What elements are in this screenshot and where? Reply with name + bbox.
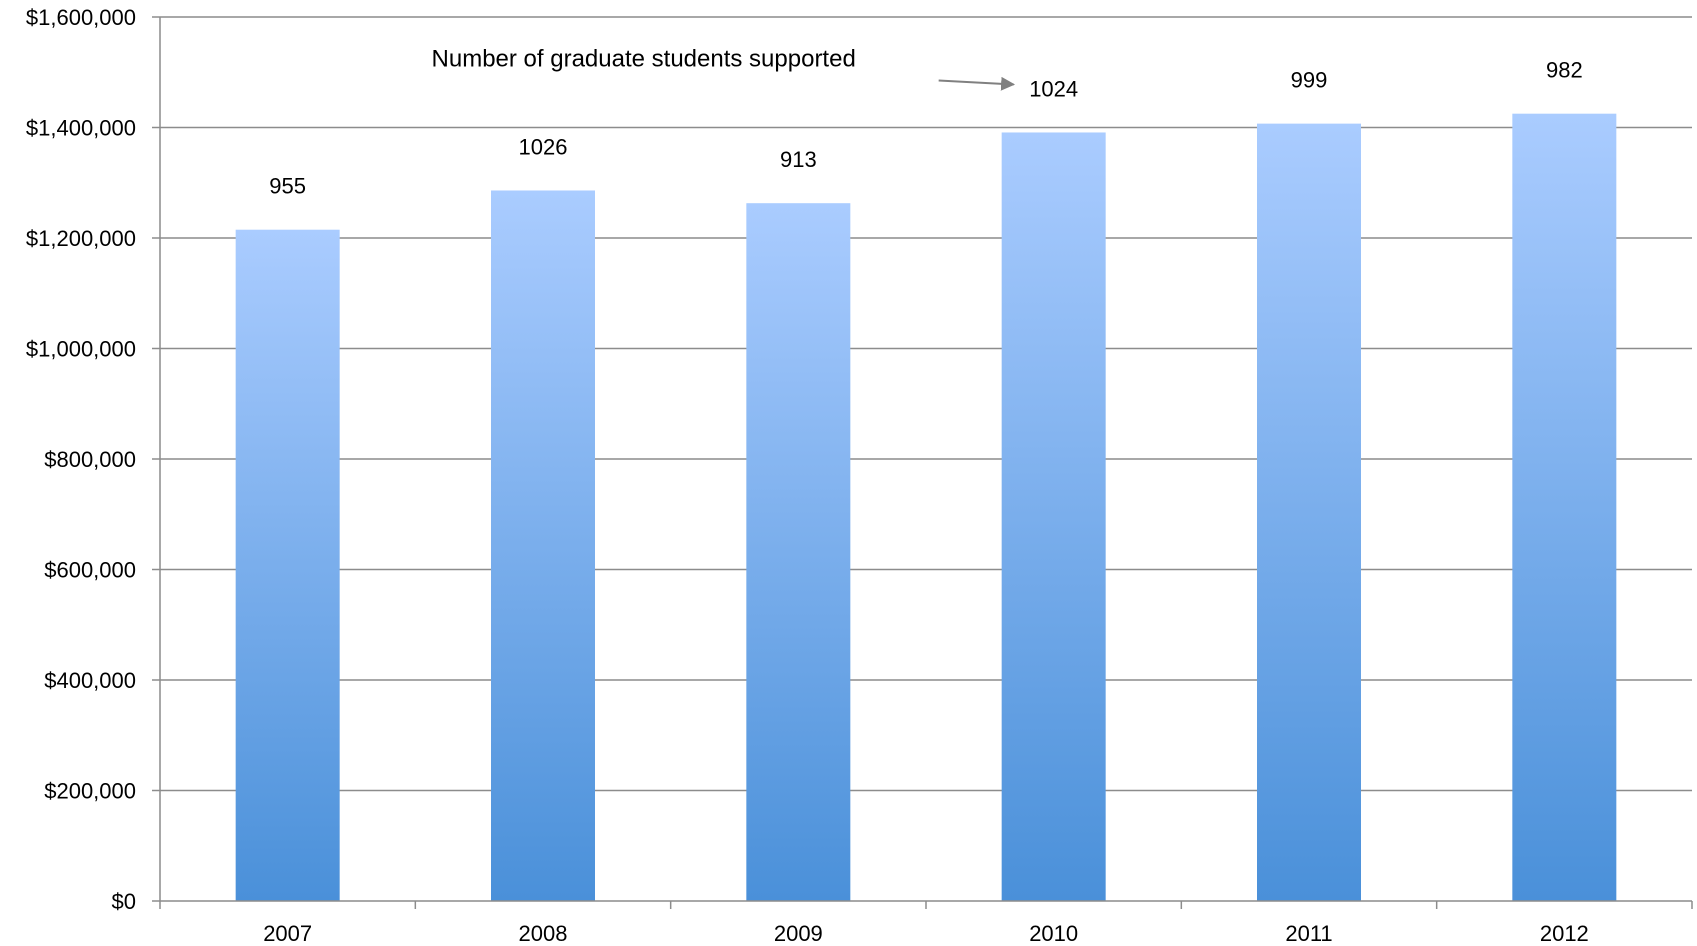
x-tick-label: 2010 <box>1029 921 1078 946</box>
annotation-text: Number of graduate students supported <box>432 45 856 72</box>
x-tick-label: 2007 <box>263 921 312 946</box>
bars <box>235 113 1617 902</box>
x-tick-label: 2008 <box>519 921 568 946</box>
bar-2010 <box>1001 132 1106 901</box>
annotation: Number of graduate students supported <box>432 45 1016 91</box>
axes <box>152 16 1693 909</box>
bar-2009 <box>746 203 851 901</box>
data-label: 982 <box>1546 58 1583 83</box>
y-tick-label: $0 <box>112 889 136 914</box>
y-tick-label: $800,000 <box>44 447 136 472</box>
y-tick-label: $1,600,000 <box>26 5 136 30</box>
data-labels: 955 1026 913 1024 999 982 <box>269 58 1582 199</box>
annotation-arrow <box>938 76 1016 91</box>
bar-2011 <box>1257 123 1361 901</box>
y-tick-label: $600,000 <box>44 558 136 583</box>
x-tick-label: 2012 <box>1540 921 1589 946</box>
y-tick-label: $1,400,000 <box>26 116 136 141</box>
y-tick-label: $1,000,000 <box>26 337 136 362</box>
gridlines <box>160 16 1692 792</box>
x-tick-label: 2011 <box>1285 921 1332 946</box>
bar-2012 <box>1512 113 1617 901</box>
y-tick-label: $1,200,000 <box>26 226 136 251</box>
x-axis-tick-labels: 2007 2008 2009 2010 2011 2012 <box>263 921 1589 946</box>
bar-2007 <box>235 229 340 901</box>
x-tick-label: 2009 <box>774 921 823 946</box>
data-label: 913 <box>780 147 817 172</box>
data-label: 1024 <box>1029 76 1078 101</box>
y-axis-tick-labels: $0 $200,000 $400,000 $600,000 $800,000 $1,000… <box>26 5 136 914</box>
bar-2008 <box>491 190 595 902</box>
data-label: 955 <box>269 174 306 199</box>
y-tick-label: $200,000 <box>44 779 136 804</box>
data-label: 1026 <box>519 134 568 159</box>
y-tick-label: $400,000 <box>44 668 136 693</box>
data-label: 999 <box>1291 68 1328 93</box>
